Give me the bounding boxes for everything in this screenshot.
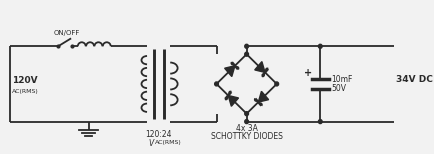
Text: V: V	[148, 139, 154, 148]
Polygon shape	[224, 66, 234, 77]
Text: AC(RMS): AC(RMS)	[12, 89, 39, 94]
Circle shape	[244, 112, 248, 116]
Polygon shape	[228, 95, 238, 106]
Text: 50V: 50V	[331, 84, 345, 93]
Circle shape	[318, 44, 321, 48]
Text: 4x 3A: 4x 3A	[235, 124, 257, 133]
Polygon shape	[258, 91, 268, 102]
Text: AC(RMS): AC(RMS)	[155, 140, 181, 145]
Text: 10mF: 10mF	[331, 75, 352, 85]
Circle shape	[244, 52, 248, 56]
Text: 120V: 120V	[12, 77, 37, 85]
Text: SCHOTTKY DIODES: SCHOTTKY DIODES	[210, 132, 282, 142]
Text: +: +	[303, 68, 312, 78]
Circle shape	[274, 82, 278, 86]
Text: 120:24: 120:24	[145, 130, 171, 138]
Text: 34V DC: 34V DC	[395, 75, 432, 85]
Circle shape	[214, 82, 218, 86]
Circle shape	[244, 44, 248, 48]
Circle shape	[318, 120, 321, 124]
Text: ON/OFF: ON/OFF	[54, 30, 80, 36]
Polygon shape	[254, 62, 264, 72]
Circle shape	[244, 120, 248, 124]
